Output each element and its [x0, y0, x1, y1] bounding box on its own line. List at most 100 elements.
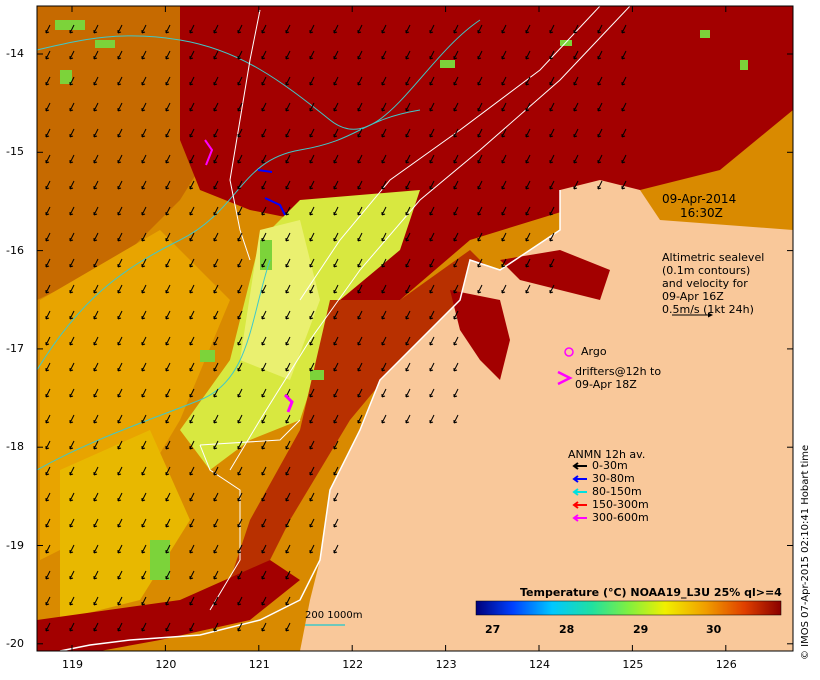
velocity-arrow [501, 24, 507, 34]
velocity-arrow [237, 414, 243, 424]
velocity-arrow [381, 76, 387, 86]
velocity-arrow [69, 388, 75, 398]
velocity-arrow [45, 570, 51, 580]
velocity-arrow [165, 258, 171, 268]
velocity-arrow [69, 362, 75, 372]
sealevel-contour-3 [199, 419, 301, 611]
velocity-arrow [429, 284, 435, 294]
velocity-arrow [357, 206, 363, 216]
velocity-arrow [477, 154, 483, 164]
velocity-arrow [405, 206, 411, 216]
velocity-arrow [93, 336, 99, 346]
velocity-arrow [357, 24, 363, 34]
velocity-arrow [501, 206, 507, 216]
velocity-arrow [333, 362, 339, 372]
velocity-arrow [189, 102, 195, 112]
lat-tick-label: -20 [6, 636, 24, 650]
velocity-arrow [213, 50, 219, 60]
velocity-arrow [309, 362, 315, 372]
velocity-arrow [237, 206, 243, 216]
axis-ticks [37, 6, 793, 651]
velocity-arrow [501, 76, 507, 86]
velocity-arrow [141, 128, 147, 138]
velocity-arrow [381, 24, 387, 34]
velocity-arrow [69, 544, 75, 554]
velocity-arrow [357, 310, 363, 320]
anmn-legend-label: 0-30m [592, 459, 628, 472]
velocity-arrow [429, 206, 435, 216]
velocity-arrow [117, 310, 123, 320]
velocity-arrow [381, 50, 387, 60]
velocity-arrow [597, 24, 603, 34]
velocity-arrow [309, 258, 315, 268]
velocity-arrow [285, 414, 291, 424]
velocity-arrow [405, 102, 411, 112]
inlet-north [500, 250, 610, 300]
velocity-arrow [45, 544, 51, 554]
velocity-arrow [381, 128, 387, 138]
velocity-arrow [573, 24, 579, 34]
velocity-arrow [165, 388, 171, 398]
velocity-arrow [141, 232, 147, 242]
velocity-arrow [333, 232, 339, 242]
velocity-arrow [381, 154, 387, 164]
colorbar-title: Temperature (°C) NOAA19_L3U 25% ql>=4 [520, 586, 782, 599]
velocity-arrow [381, 388, 387, 398]
velocity-arrow [453, 232, 459, 242]
velocity-arrow [213, 466, 219, 476]
lon-tick-label: 119 [62, 658, 83, 671]
velocity-arrow [117, 284, 123, 294]
velocity-arrow [333, 154, 339, 164]
velocity-arrow [117, 362, 123, 372]
velocity-arrow [189, 596, 195, 606]
velocity-arrow [117, 206, 123, 216]
velocity-arrow [405, 24, 411, 34]
velocity-arrow [69, 180, 75, 190]
velocity-arrow [141, 466, 147, 476]
velocity-arrow [501, 258, 507, 268]
velocity-arrow [525, 206, 531, 216]
velocity-arrow [333, 102, 339, 112]
lat-tick-label: -16 [6, 243, 24, 257]
isobath-1000m [37, 19, 481, 130]
velocity-arrow [189, 362, 195, 372]
velocity-arrow [93, 414, 99, 424]
velocity-arrow [549, 206, 555, 216]
velocity-arrow [261, 518, 267, 528]
velocity-arrow [141, 50, 147, 60]
date-label: 09-Apr-2014 [662, 192, 737, 206]
velocity-arrow [117, 492, 123, 502]
anmn-legend-label: 150-300m [592, 498, 649, 511]
velocity-arrow [93, 284, 99, 294]
lon-tick-label: 125 [622, 658, 644, 671]
velocity-arrow [621, 128, 627, 138]
velocity-arrow [525, 154, 531, 164]
velocity-arrow [189, 232, 195, 242]
velocity-arrow [117, 388, 123, 398]
velocity-arrow [117, 570, 123, 580]
velocity-arrow [285, 180, 291, 190]
velocity-arrow [621, 50, 627, 60]
velocity-arrow [357, 388, 363, 398]
velocity-arrow [477, 232, 483, 242]
velocity-arrow [309, 128, 315, 138]
velocity-arrow [429, 76, 435, 86]
velocity-arrow [45, 128, 51, 138]
velocity-arrow [69, 310, 75, 320]
velocity-arrow [93, 76, 99, 86]
velocity-arrow [405, 76, 411, 86]
anmn-legend-row: 300-600m [572, 511, 649, 524]
velocity-arrow [309, 388, 315, 398]
velocity-arrow [573, 180, 579, 190]
velocity-arrow [213, 440, 219, 450]
velocity-arrow [405, 310, 411, 320]
sealevel-contour-4 [229, 9, 261, 261]
velocity-arrow [165, 310, 171, 320]
argo-label: Argo [581, 345, 607, 358]
velocity-arrow [189, 154, 195, 164]
velocity-arrow [285, 128, 291, 138]
velocity-arrow [405, 128, 411, 138]
anmn-arrow-icon [572, 513, 587, 522]
lon-tick-label: 124 [529, 658, 550, 671]
velocity-arrow [213, 544, 219, 554]
